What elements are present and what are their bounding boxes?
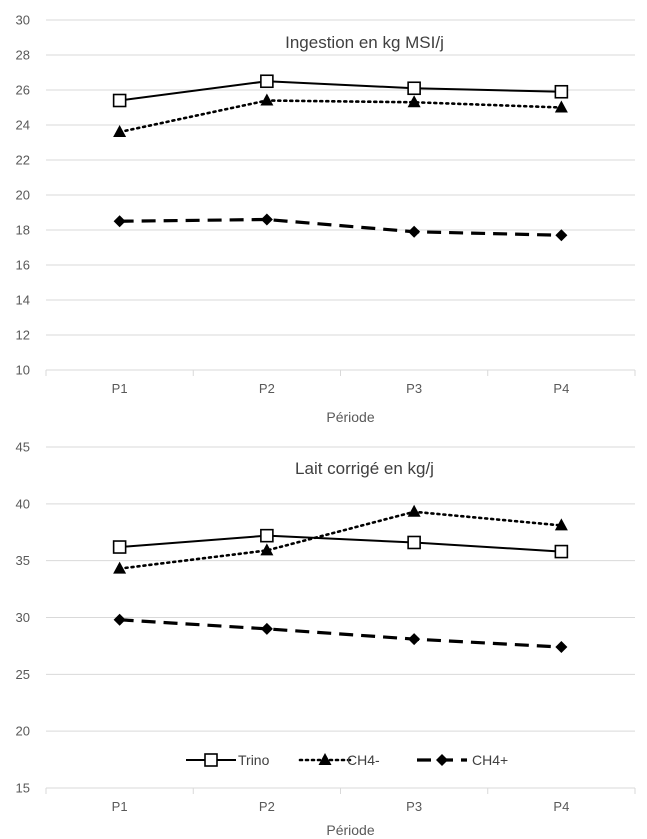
- data-point-ch4-: [554, 100, 568, 113]
- legend-marker: [318, 753, 332, 765]
- y-tick-label: 30: [16, 610, 30, 625]
- data-point-ch4-: [554, 518, 568, 531]
- y-tick-label: 35: [16, 553, 30, 568]
- y-tick-label: 12: [16, 328, 30, 343]
- y-tick-label: 25: [16, 667, 30, 682]
- data-point-ch4-: [113, 215, 126, 228]
- chart-title: Lait corrigé en kg/j: [295, 459, 434, 478]
- x-tick-label: P4: [553, 799, 569, 814]
- data-point-ch4-: [407, 95, 421, 108]
- data-point-ch4-: [408, 633, 421, 646]
- data-point-trino: [112, 93, 127, 108]
- y-tick-label: 14: [16, 293, 30, 308]
- x-tick-label: P1: [112, 381, 128, 396]
- legend: Trino CH4- CH4+: [186, 752, 508, 768]
- x-tick-label: P2: [259, 799, 275, 814]
- data-point-ch4-: [260, 93, 274, 106]
- data-point-ch4-: [407, 504, 421, 517]
- data-point-trino: [554, 544, 569, 559]
- legend-marker: [436, 754, 448, 766]
- data-point-trino: [260, 528, 274, 543]
- x-tick-label: P1: [112, 799, 128, 814]
- x-axis-title: Période: [326, 409, 374, 425]
- y-tick-label: 24: [16, 118, 30, 133]
- data-point-ch4-: [408, 225, 421, 238]
- legend-marker: [204, 753, 218, 767]
- series-line-ch4-: [119, 618, 562, 649]
- legend-label: CH4+: [472, 752, 508, 768]
- data-point-trino: [407, 535, 421, 550]
- x-tick-label: P3: [406, 799, 422, 814]
- y-tick-label: 18: [16, 223, 30, 238]
- y-tick-label: 30: [16, 13, 30, 28]
- data-point-trino: [112, 540, 127, 554]
- data-point-ch4-: [555, 641, 568, 654]
- y-tick-label: 20: [16, 724, 30, 739]
- y-tick-label: 28: [16, 48, 30, 63]
- legend-label: Trino: [238, 752, 270, 768]
- series-line-trino: [119, 80, 562, 102]
- legend-label: CH4-: [347, 752, 380, 768]
- chart-1: 10 12 14 16 18 20 22 24 26 28 30 P1 P2 P3 P4 Période Ing…: [16, 13, 636, 425]
- chart-2: 15 20 25 30 35 40 45 P1 P2 P3 P4 Période Lait corrig…: [16, 440, 636, 838]
- chart-title: Ingestion en kg MSI/j: [285, 33, 444, 52]
- data-point-ch4-: [555, 229, 568, 242]
- data-point-ch4-: [113, 613, 126, 626]
- data-point-ch4-: [113, 125, 127, 137]
- y-tick-label: 10: [16, 363, 30, 378]
- x-tick-label: P4: [553, 381, 569, 396]
- series-line-trino: [119, 534, 562, 553]
- y-tick-label: 40: [16, 496, 30, 511]
- x-axis-title: Période: [326, 822, 374, 838]
- data-point-ch4-: [260, 622, 273, 635]
- data-point-trino: [407, 81, 421, 96]
- series-line-ch4-: [119, 217, 562, 237]
- data-point-ch4-: [260, 213, 273, 226]
- data-point-ch4-: [113, 561, 127, 574]
- series-line-ch4-: [118, 510, 563, 570]
- y-tick-label: 20: [16, 188, 30, 203]
- data-point-trino: [260, 74, 274, 89]
- series-line-ch4-: [118, 99, 563, 134]
- y-tick-label: 22: [16, 153, 30, 168]
- y-tick-label: 45: [16, 440, 30, 455]
- y-tick-label: 16: [16, 258, 30, 273]
- x-tick-label: P3: [406, 381, 422, 396]
- data-point-ch4-: [260, 543, 274, 556]
- x-tick-label: P2: [259, 381, 275, 396]
- y-tick-label: 26: [16, 83, 30, 98]
- y-tick-label: 15: [16, 781, 30, 796]
- data-point-trino: [554, 84, 569, 99]
